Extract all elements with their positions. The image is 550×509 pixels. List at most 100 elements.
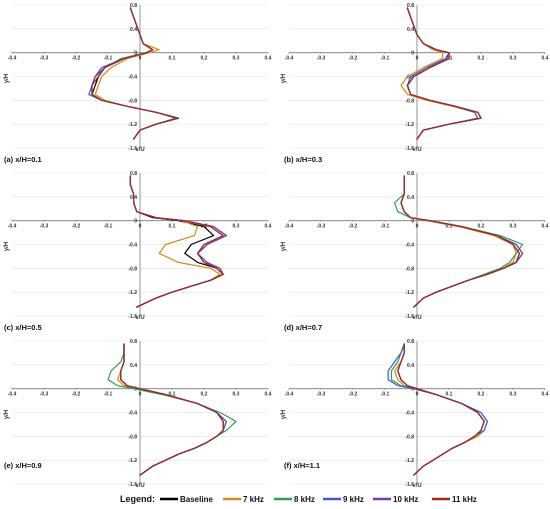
x-tick-label: -0.2 (349, 224, 358, 230)
y-tick-label: 0 (411, 219, 414, 225)
series-line-11-khz (406, 7, 482, 140)
x-tick-label: 0.2 (201, 56, 208, 62)
y-tick-label: -1.6 (128, 314, 137, 320)
series-line-9-khz (129, 175, 227, 308)
series-line-11-khz (120, 343, 224, 476)
y-tick-label: -0.4 (405, 411, 414, 417)
x-tick-label: 0.3 (510, 56, 517, 62)
y-tick-label: -0.4 (128, 75, 137, 81)
series-line-baseline (400, 175, 521, 308)
y-tick-label: 0.8 (130, 339, 137, 345)
y-tick-label: 0.8 (130, 171, 137, 177)
x-tick-label: 0.4 (265, 224, 272, 230)
legend-item-label: 11 kHz (452, 495, 477, 504)
x-tick-label: 0.3 (233, 56, 240, 62)
x-tick-label: 0.2 (478, 224, 485, 230)
x-tick-label: -0.2 (349, 56, 358, 62)
chart-panel-3: -0.4 -0.3 -0.2 -0.1 0 0.1 0.2 0.3 0.40.80.40-0.4… (4, 171, 272, 332)
legend: Legend: Baseline 7 kHz 8 kHz 9 kHz 10 kHz 11 … (120, 494, 477, 504)
legend-item-label: 10 kHz (393, 495, 418, 504)
y-tick-label: -1.6 (128, 482, 137, 488)
x-tick-label: 0 (416, 56, 419, 62)
x-tick-label: 0.1 (169, 392, 176, 398)
x-tick-label: 0.4 (542, 56, 549, 62)
x-tick-label: 0 (139, 392, 142, 398)
chart-panel-1: -0.4 -0.3 -0.2 -0.1 0 0.1 0.2 0.3 0.4 0.8 0.4 0 -0.4… (4, 3, 272, 164)
panel-caption: (c) x/H=0.5 (4, 323, 42, 332)
x-tick-label: 0.3 (233, 392, 240, 398)
y-tick-label: 0 (134, 51, 137, 57)
y-tick-label: -1.6 (128, 146, 137, 152)
y-tick-label: -0.8 (405, 434, 414, 440)
chart-panel-2: -0.4 -0.3 -0.2 -0.1 0 0.1 0.2 0.3 0.40.80.40-0.4… (281, 3, 549, 164)
x-tick-label: 0.4 (542, 392, 549, 398)
chart-panel-6: -0.4 -0.3 -0.2 -0.1 0 0.1 0.2 0.3 0.4 0.8 0.4 0 -0.4… (281, 339, 549, 489)
panels-group: -0.4 -0.3 -0.2 -0.1 0 0.1 0.2 0.3 0.4 0.8 0.4 0 -0.4… (4, 3, 549, 489)
x-tick-label: -0.1 (381, 224, 390, 230)
y-axis-label: y/H (281, 74, 287, 83)
y-tick-label: -0.8 (128, 266, 137, 272)
y-axis-label: y/H (4, 74, 10, 83)
y-tick-label: -0.8 (405, 98, 414, 104)
x-tick-label: 0.1 (169, 56, 176, 62)
x-tick-label: 0 (416, 224, 419, 230)
x-tick-label: -0.3 (40, 56, 49, 62)
x-tick-label: 0.2 (478, 392, 485, 398)
series-line-9-khz (400, 175, 524, 308)
x-axis-label: v/U (135, 315, 144, 321)
x-tick-label: -0.1 (381, 392, 390, 398)
x-tick-label: -0.3 (40, 224, 49, 230)
x-tick-label: 0.4 (265, 392, 272, 398)
y-tick-label: -1.2 (128, 458, 137, 464)
legend-item-label: 9 kHz (343, 495, 364, 504)
panel-caption: (a) x/H=0.1 (4, 155, 42, 164)
x-tick-label: 0.2 (201, 392, 208, 398)
y-axis-label: y/H (281, 242, 287, 251)
x-axis-label: v/U (135, 483, 144, 489)
y-axis-label: y/H (4, 410, 10, 419)
x-tick-label: 0.4 (542, 224, 549, 230)
x-tick-label: -0.1 (104, 392, 113, 398)
chart-panel-5: -0.4 -0.3 -0.2 -0.1 0 0.1 0.2 0.3 0.40.80.40-0.4… (4, 339, 272, 489)
x-tick-label: -0.2 (72, 392, 81, 398)
x-tick-label: 0.3 (510, 392, 517, 398)
x-tick-label: -0.4 (8, 392, 17, 398)
x-tick-label: -0.3 (317, 224, 326, 230)
x-tick-label: 0.1 (169, 224, 176, 230)
y-tick-label: -1.2 (128, 122, 137, 128)
x-tick-label: -0.4 (8, 56, 17, 62)
y-tick-label: 0.8 (130, 3, 137, 9)
y-tick-label: 0.4 (407, 363, 414, 369)
y-tick-label: 0 (411, 51, 414, 57)
x-tick-label: -0.3 (317, 56, 326, 62)
legend-item-label: Baseline (180, 495, 213, 504)
series-line-11-khz (91, 7, 179, 140)
y-axis-label: y/H (281, 410, 287, 419)
y-tick-label: -1.2 (405, 122, 414, 128)
panel-caption: (d) x/H=0.7 (284, 323, 322, 332)
y-tick-label: 0.8 (407, 171, 414, 177)
x-tick-label: 0 (139, 224, 142, 230)
series-line-11-khz (397, 343, 485, 476)
y-tick-label: -0.8 (128, 98, 137, 104)
x-tick-label: -0.4 (285, 392, 294, 398)
y-tick-label: -1.2 (128, 290, 137, 296)
series-line-10-khz (129, 175, 227, 308)
x-tick-label: 0 (416, 392, 419, 398)
x-axis-label: v/U (135, 147, 144, 153)
series-line-11-khz (129, 175, 224, 308)
x-tick-label: -0.1 (104, 56, 113, 62)
y-tick-label: -0.4 (405, 243, 414, 249)
x-tick-label: 0.1 (446, 392, 453, 398)
x-tick-label: -0.3 (317, 392, 326, 398)
x-tick-label: 0 (139, 56, 142, 62)
x-tick-label: 0.1 (446, 224, 453, 230)
y-tick-label: -1.6 (405, 146, 414, 152)
legend-item-label: 8 kHz (294, 495, 315, 504)
legend-title: Legend: (120, 494, 155, 504)
y-axis-label: y/H (4, 242, 10, 251)
series-line-7-khz (400, 175, 517, 308)
y-tick-label: -0.8 (405, 266, 414, 272)
y-tick-label: -1.2 (405, 290, 414, 296)
